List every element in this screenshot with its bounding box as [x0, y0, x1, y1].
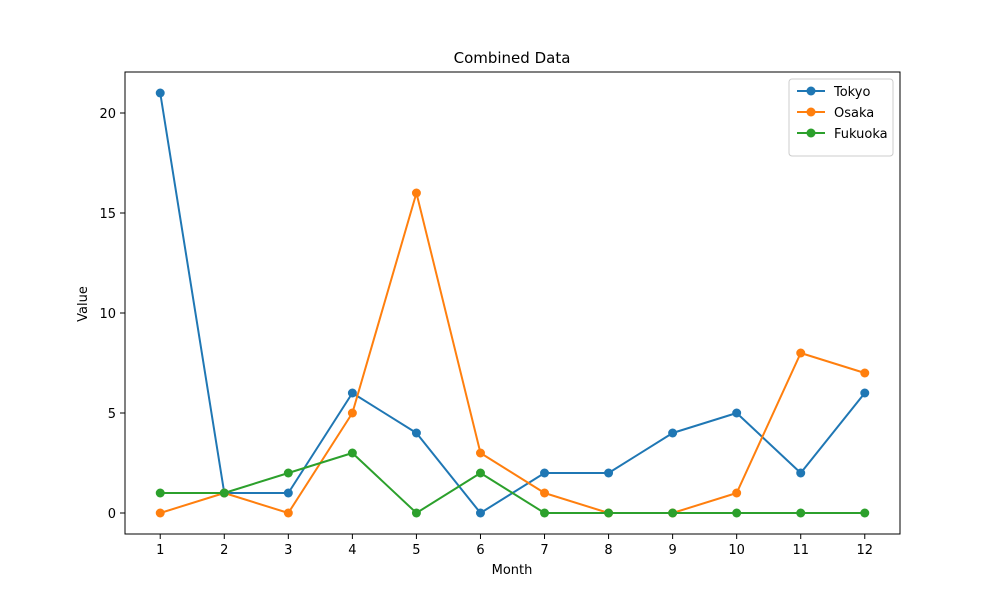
- legend-label: Osaka: [834, 106, 874, 121]
- data-point-tokyo: [540, 468, 550, 478]
- x-tick-label: 2: [220, 543, 228, 558]
- legend-label: Tokyo: [833, 85, 870, 100]
- y-tick-label: 10: [99, 307, 116, 322]
- series-line-fukuoka: [160, 452, 865, 514]
- data-point-osaka: [283, 508, 293, 518]
- x-tick-label: 11: [792, 543, 809, 558]
- data-point-osaka: [732, 488, 742, 498]
- data-point-fukuoka: [668, 508, 678, 518]
- data-point-fukuoka: [796, 508, 806, 518]
- legend-swatch-marker: [806, 128, 816, 138]
- data-point-tokyo: [283, 488, 293, 498]
- y-tick-label: 15: [99, 207, 116, 222]
- data-point-fukuoka: [155, 488, 165, 498]
- data-point-osaka: [796, 348, 806, 358]
- legend-item-osaka: Osaka: [797, 106, 874, 121]
- legend: Tokyo Osaka Fukuoka: [788, 78, 894, 157]
- x-tick-label: 6: [476, 543, 484, 558]
- legend-label: Fukuoka: [834, 127, 888, 142]
- data-point-osaka: [475, 448, 485, 458]
- x-tick-label: 5: [412, 543, 420, 558]
- y-tick-label: 20: [99, 107, 116, 122]
- data-point-tokyo: [604, 468, 614, 478]
- data-point-tokyo: [155, 88, 165, 98]
- data-point-osaka: [155, 508, 165, 518]
- legend-swatch-marker: [806, 86, 816, 96]
- x-tick-label: 1: [156, 543, 164, 558]
- plot-area: [124, 71, 901, 535]
- data-point-tokyo: [347, 388, 357, 398]
- data-point-tokyo: [668, 428, 678, 438]
- data-point-osaka: [540, 488, 550, 498]
- data-point-fukuoka: [283, 468, 293, 478]
- data-point-fukuoka: [732, 508, 742, 518]
- y-tick-label: 5: [108, 407, 116, 422]
- data-point-fukuoka: [475, 468, 485, 478]
- series-layer: [155, 88, 870, 518]
- data-point-tokyo: [860, 388, 870, 398]
- data-point-fukuoka: [860, 508, 870, 518]
- x-tick-label: 4: [348, 543, 356, 558]
- series-line-tokyo: [159, 92, 866, 514]
- legend-box: [788, 78, 894, 157]
- data-point-osaka: [347, 408, 357, 418]
- x-tick-label: 10: [728, 543, 745, 558]
- data-point-fukuoka: [411, 508, 421, 518]
- x-tick-label: 12: [856, 543, 873, 558]
- data-point-tokyo: [732, 408, 742, 418]
- data-point-fukuoka: [347, 448, 357, 458]
- data-point-osaka: [860, 368, 870, 378]
- data-point-osaka: [411, 188, 421, 198]
- series-osaka: [155, 188, 870, 518]
- data-point-fukuoka: [219, 488, 229, 498]
- y-axis-title: Value: [76, 286, 91, 322]
- legend-swatch-marker: [806, 107, 816, 117]
- chart-title: Combined Data: [454, 49, 571, 67]
- series-fukuoka: [155, 448, 870, 518]
- data-point-tokyo: [475, 508, 485, 518]
- data-point-fukuoka: [604, 508, 614, 518]
- y-axis: 0 5 10 15 20: [99, 107, 125, 522]
- series-line-osaka: [159, 192, 866, 514]
- legend-item-fukuoka: Fukuoka: [797, 127, 888, 142]
- x-tick-label: 9: [668, 543, 676, 558]
- x-axis-title: Month: [492, 563, 533, 578]
- data-point-fukuoka: [540, 508, 550, 518]
- series-tokyo: [155, 88, 870, 518]
- x-axis: 1 2 3 4 5 6 7 8 9 10 11 12: [156, 534, 873, 558]
- y-tick-label: 0: [108, 507, 116, 522]
- x-tick-label: 7: [540, 543, 548, 558]
- data-point-tokyo: [411, 428, 421, 438]
- data-point-tokyo: [796, 468, 806, 478]
- plot-frame: [124, 71, 901, 535]
- legend-item-tokyo: Tokyo: [797, 85, 870, 100]
- x-tick-label: 8: [604, 543, 612, 558]
- x-tick-label: 3: [284, 543, 292, 558]
